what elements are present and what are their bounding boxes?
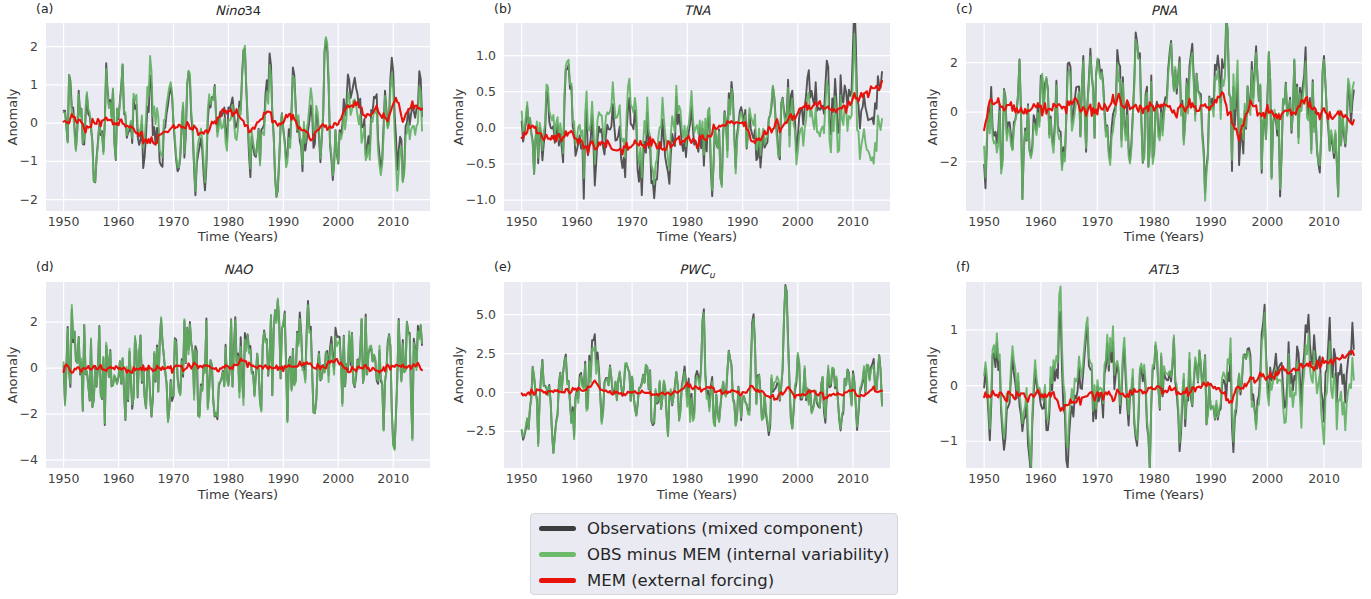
x-tick-label: 1990 bbox=[258, 214, 308, 229]
x-tick-label: 1990 bbox=[718, 471, 768, 486]
x-tick-label: 1960 bbox=[94, 471, 144, 486]
legend-label-internal: OBS minus MEM (internal variability) bbox=[587, 545, 890, 564]
x-tick-label: 1960 bbox=[1016, 214, 1066, 229]
x-tick-label: 1970 bbox=[148, 471, 198, 486]
legend-entry-mem: MEM (external forcing) bbox=[539, 568, 887, 594]
legend-entry-obs: Observations (mixed component) bbox=[539, 516, 887, 542]
x-tick-label: 2000 bbox=[1242, 471, 1292, 486]
x-tick-label: 2010 bbox=[1299, 471, 1349, 486]
legend: Observations (mixed component) OBS minus … bbox=[530, 513, 898, 595]
panel-title-a: Nino34 bbox=[46, 3, 430, 18]
x-tick-label: 1950 bbox=[959, 471, 1009, 486]
y-tick-label: −1 bbox=[904, 433, 958, 448]
y-tick-label: −4 bbox=[0, 452, 38, 467]
x-tick-label: 2000 bbox=[773, 214, 823, 229]
y-tick-label: 0.0 bbox=[442, 120, 496, 135]
panel-title-e: PWCu bbox=[504, 262, 890, 280]
legend-swatch-obs bbox=[539, 526, 576, 531]
legend-label-obs: Observations (mixed component) bbox=[587, 519, 863, 538]
panel-title-d: NAO bbox=[46, 262, 430, 277]
y-tick-label: −2 bbox=[904, 154, 958, 169]
x-tick-label: 1960 bbox=[552, 214, 602, 229]
plot-area-d bbox=[46, 282, 430, 468]
x-tick-label: 1990 bbox=[1186, 471, 1236, 486]
plot-area-e bbox=[504, 282, 890, 468]
x-tick-label: 1970 bbox=[1072, 471, 1122, 486]
x-tick-label: 1990 bbox=[258, 471, 308, 486]
x-tick-label: 1960 bbox=[552, 471, 602, 486]
legend-swatch-internal bbox=[539, 552, 576, 557]
y-tick-label: 1 bbox=[0, 77, 38, 92]
x-tick-label: 1980 bbox=[662, 214, 712, 229]
x-tick-label: 2010 bbox=[1299, 214, 1349, 229]
plot-area-f bbox=[966, 282, 1362, 468]
y-tick-label: 0.5 bbox=[442, 84, 496, 99]
figure: (a)Nino34AnomalyTime (Years)−2−101219501… bbox=[0, 0, 1371, 599]
y-axis-label-f: Anomaly bbox=[925, 346, 940, 403]
x-tick-label: 2000 bbox=[773, 471, 823, 486]
x-tick-label: 1980 bbox=[203, 471, 253, 486]
x-tick-label: 1960 bbox=[94, 214, 144, 229]
plot-area-b bbox=[504, 23, 890, 211]
y-tick-label: −2 bbox=[0, 406, 38, 421]
y-tick-label: −0.5 bbox=[442, 156, 496, 171]
x-tick-label: 1950 bbox=[959, 214, 1009, 229]
y-tick-label: 0 bbox=[0, 115, 38, 130]
x-tick-label: 1980 bbox=[203, 214, 253, 229]
panel-title-c: PNA bbox=[966, 3, 1362, 18]
y-tick-label: 2 bbox=[0, 39, 38, 54]
y-tick-label: −1 bbox=[0, 153, 38, 168]
x-tick-label: 1990 bbox=[718, 214, 768, 229]
x-tick-label: 1970 bbox=[607, 214, 657, 229]
y-tick-label: 0 bbox=[904, 104, 958, 119]
y-tick-label: −1.0 bbox=[442, 192, 496, 207]
plot-area-c bbox=[966, 23, 1362, 211]
x-tick-label: 2000 bbox=[313, 214, 363, 229]
x-tick-label: 1980 bbox=[1129, 214, 1179, 229]
legend-entry-internal: OBS minus MEM (internal variability) bbox=[539, 542, 887, 568]
x-tick-label: 1950 bbox=[39, 214, 89, 229]
panel-title-f: ATL3 bbox=[966, 262, 1362, 277]
x-tick-label: 1990 bbox=[1186, 214, 1236, 229]
x-tick-label: 1970 bbox=[607, 471, 657, 486]
x-axis-label-e: Time (Years) bbox=[504, 487, 890, 502]
y-tick-label: 0 bbox=[0, 360, 38, 375]
legend-swatch-mem bbox=[539, 578, 576, 583]
x-axis-label-b: Time (Years) bbox=[504, 229, 890, 244]
y-tick-label: 2 bbox=[0, 314, 38, 329]
x-tick-label: 1980 bbox=[1129, 471, 1179, 486]
x-axis-label-d: Time (Years) bbox=[46, 487, 430, 502]
x-tick-label: 1950 bbox=[497, 214, 547, 229]
x-tick-label: 2010 bbox=[828, 214, 878, 229]
plot-area-a bbox=[46, 23, 430, 211]
x-tick-label: 2000 bbox=[1242, 214, 1292, 229]
x-tick-label: 1970 bbox=[1072, 214, 1122, 229]
x-tick-label: 1950 bbox=[497, 471, 547, 486]
legend-label-mem: MEM (external forcing) bbox=[587, 571, 774, 590]
y-tick-label: 1 bbox=[904, 322, 958, 337]
y-tick-label: −2.5 bbox=[442, 423, 496, 438]
y-tick-label: −2 bbox=[0, 192, 38, 207]
x-tick-label: 1960 bbox=[1016, 471, 1066, 486]
x-tick-label: 2010 bbox=[368, 471, 418, 486]
x-tick-label: 2010 bbox=[828, 471, 878, 486]
x-axis-label-a: Time (Years) bbox=[46, 229, 430, 244]
x-axis-label-f: Time (Years) bbox=[966, 487, 1362, 502]
x-axis-label-c: Time (Years) bbox=[966, 229, 1362, 244]
y-tick-label: 0.0 bbox=[442, 385, 496, 400]
panel-title-b: TNA bbox=[504, 3, 890, 18]
x-tick-label: 2000 bbox=[313, 471, 363, 486]
x-tick-label: 2010 bbox=[368, 214, 418, 229]
x-tick-label: 1970 bbox=[148, 214, 198, 229]
y-tick-label: 0 bbox=[904, 378, 958, 393]
y-tick-label: 2.5 bbox=[442, 346, 496, 361]
y-tick-label: 5.0 bbox=[442, 307, 496, 322]
x-tick-label: 1950 bbox=[39, 471, 89, 486]
y-tick-label: 2 bbox=[904, 55, 958, 70]
x-tick-label: 1980 bbox=[662, 471, 712, 486]
y-tick-label: 1.0 bbox=[442, 48, 496, 63]
